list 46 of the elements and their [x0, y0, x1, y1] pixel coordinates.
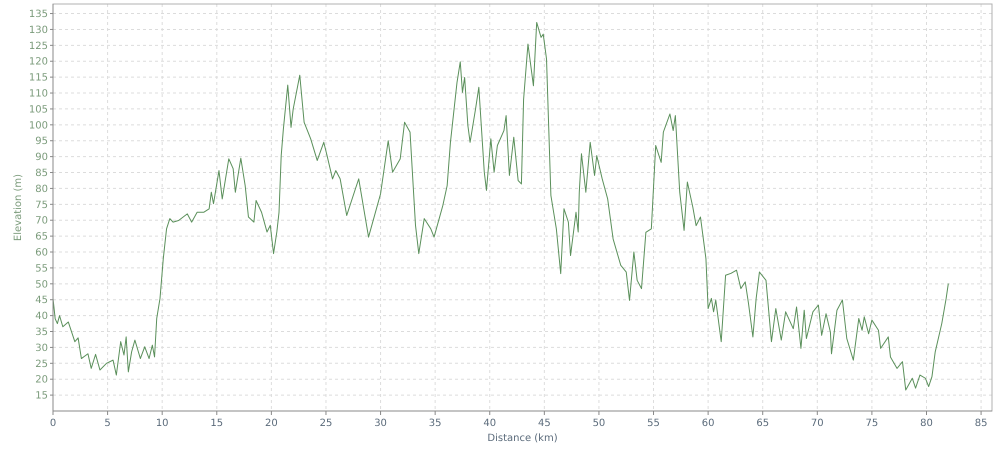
x-tick-label: 65 [756, 418, 770, 429]
y-tick-label: 35 [35, 327, 48, 338]
y-tick-label: 115 [28, 72, 48, 84]
y-tick-label: 40 [35, 311, 48, 322]
y-tick-label: 85 [35, 168, 48, 180]
y-tick-label: 125 [28, 40, 48, 52]
y-tick-label: 135 [28, 9, 48, 20]
y-tick-label: 25 [35, 358, 48, 370]
x-tick-label: 85 [974, 418, 988, 429]
x-tick-label: 45 [538, 418, 551, 429]
y-tick-label: 15 [35, 390, 48, 402]
x-tick-label: 70 [810, 418, 824, 429]
line-series [52, 22, 949, 391]
x-tick-label: 0 [50, 418, 56, 429]
x-axis-title: Distance (km) [487, 433, 558, 444]
y-tick-label: 20 [35, 374, 48, 386]
y-tick-label: 130 [28, 24, 48, 36]
y-tick-label: 95 [35, 136, 48, 148]
x-tick-label: 60 [702, 418, 714, 429]
x-tick-label: 40 [483, 418, 496, 429]
x-tick-label: 30 [374, 418, 387, 429]
y-tick-label: 110 [28, 88, 48, 100]
y-tick-label: 105 [28, 104, 48, 116]
x-tick-label: 5 [104, 418, 111, 429]
y-axis-title: Elevation (m) [13, 174, 24, 242]
y-tick-label: 120 [28, 56, 48, 68]
x-tick-label: 15 [210, 418, 224, 429]
x-tick-label: 50 [592, 418, 606, 429]
x-tick-label: 55 [647, 418, 660, 429]
y-tick-label: 30 [35, 342, 48, 354]
x-tick-label: 10 [156, 418, 169, 429]
y-tick-label: 55 [35, 263, 48, 274]
y-tick-label: 90 [35, 152, 48, 164]
x-tick-label: 35 [428, 418, 442, 429]
y-tick-label: 65 [35, 232, 48, 243]
y-tick-label: 60 [35, 248, 48, 259]
y-tick-label: 80 [35, 184, 48, 195]
x-tick-label: 20 [265, 418, 278, 429]
y-tick-label: 50 [35, 279, 48, 290]
y-tick-label: 75 [35, 200, 48, 211]
x-tick-label: 25 [320, 418, 332, 429]
y-tick-label: 45 [35, 295, 48, 306]
y-tick-label: 100 [28, 120, 48, 132]
x-tick-label: 80 [920, 418, 933, 429]
y-tick-label: 70 [35, 216, 48, 227]
x-tick-label: 75 [866, 418, 878, 429]
